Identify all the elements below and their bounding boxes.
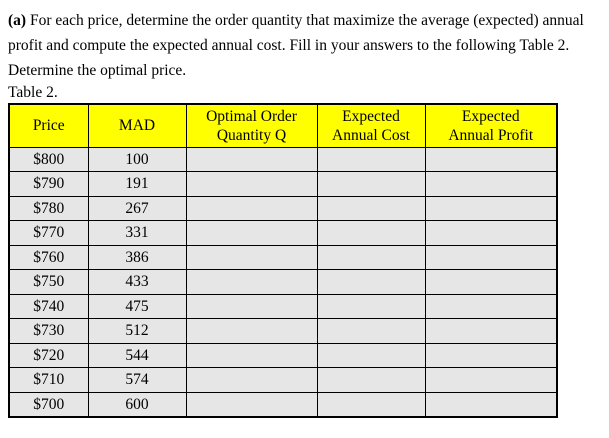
mad-cell: 544 (87, 342, 187, 368)
table-2: Price MAD Optimal Order Quantity Q Expec… (8, 103, 558, 418)
document-page: (a) For each price, determine the order … (8, 8, 609, 418)
problem-line-2: profit and compute the expected annual c… (8, 37, 570, 54)
price-cell: $760 (8, 244, 89, 270)
mad-cell: 100 (87, 146, 187, 172)
answer-cell-profit (424, 220, 558, 246)
price-cell: $780 (8, 195, 89, 221)
answer-cell-cost (316, 195, 426, 221)
answer-cell-profit (424, 171, 558, 197)
price-cell: $700 (8, 391, 89, 418)
answer-cell-cost (316, 391, 426, 418)
answer-cell-quantity (185, 391, 318, 418)
col-header-profit-line-2: Annual Profit (448, 126, 534, 144)
answer-cell-profit (424, 269, 558, 295)
col-header-optimal-line-1: Optimal Order (206, 107, 297, 125)
answer-cell-quantity (185, 195, 318, 221)
answer-cell-quantity (185, 367, 318, 393)
price-cell: $720 (8, 342, 89, 368)
table-row: $770 331 (8, 220, 558, 246)
answer-cell-cost (316, 342, 426, 368)
price-cell: $770 (8, 220, 89, 246)
mad-cell: 191 (87, 171, 187, 197)
answer-cell-quantity (185, 171, 318, 197)
mad-cell: 331 (87, 220, 187, 246)
answer-cell-cost (316, 269, 426, 295)
table-row: $700 600 (8, 391, 558, 418)
answer-cell-quantity (185, 293, 318, 319)
col-header-price: Price (8, 103, 89, 148)
table-row: $730 512 (8, 318, 558, 344)
problem-statement: (a) For each price, determine the order … (8, 8, 609, 83)
answer-cell-quantity (185, 318, 318, 344)
table-row: $710 574 (8, 367, 558, 393)
col-header-profit-line-1: Expected (461, 107, 520, 125)
price-cell: $730 (8, 318, 89, 344)
answer-cell-profit (424, 367, 558, 393)
col-header-expected-annual-profit: Expected Annual Profit (424, 103, 558, 148)
answer-cell-profit (424, 195, 558, 221)
mad-cell: 512 (87, 318, 187, 344)
col-header-optimal-line-2: Quantity Q (216, 126, 287, 144)
table-row: $740 475 (8, 293, 558, 319)
item-label: (a) (8, 12, 27, 29)
table-row: $800 100 (8, 146, 558, 172)
table-row: $750 433 (8, 269, 558, 295)
col-header-cost-line-2: Annual Cost (332, 126, 410, 144)
answer-cell-cost (316, 220, 426, 246)
price-cell: $740 (8, 293, 89, 319)
mad-cell: 386 (87, 244, 187, 270)
problem-line-1: (a) For each price, determine the order … (8, 8, 609, 33)
table-row: $720 544 (8, 342, 558, 368)
answer-cell-cost (316, 318, 426, 344)
answer-cell-quantity (185, 342, 318, 368)
answer-cell-profit (424, 146, 558, 172)
answer-cell-cost (316, 367, 426, 393)
answer-cell-cost (316, 244, 426, 270)
answer-cell-quantity (185, 269, 318, 295)
problem-line-3: Determine the optimal price. (8, 62, 187, 79)
answer-cell-profit (424, 342, 558, 368)
answer-cell-profit (424, 293, 558, 319)
col-header-price-label: Price (32, 117, 65, 135)
price-cell: $800 (8, 146, 89, 172)
answer-cell-cost (316, 293, 426, 319)
mad-cell: 574 (87, 367, 187, 393)
col-header-mad: MAD (87, 103, 187, 148)
mad-cell: 475 (87, 293, 187, 319)
price-cell: $790 (8, 171, 89, 197)
answer-cell-quantity (185, 146, 318, 172)
table-row: $790 191 (8, 171, 558, 197)
col-header-cost-line-1: Expected (342, 107, 400, 125)
mad-cell: 433 (87, 269, 187, 295)
col-header-mad-label: MAD (118, 117, 156, 135)
answer-cell-cost (316, 146, 426, 172)
answer-cell-profit (424, 318, 558, 344)
col-header-optimal-order-quantity: Optimal Order Quantity Q (185, 103, 318, 148)
mad-cell: 267 (87, 195, 187, 221)
table-row: $780 267 (8, 195, 558, 221)
price-cell: $710 (8, 367, 89, 393)
col-header-expected-annual-cost: Expected Annual Cost (316, 103, 426, 148)
answer-cell-profit (424, 244, 558, 270)
table-row: $760 386 (8, 244, 558, 270)
price-cell: $750 (8, 269, 89, 295)
answer-cell-quantity (185, 244, 318, 270)
header-row: Price MAD Optimal Order Quantity Q Expec… (8, 103, 558, 148)
answer-cell-quantity (185, 220, 318, 246)
table-caption: Table 2. (8, 84, 58, 101)
answer-cell-profit (424, 391, 558, 418)
answer-cell-cost (316, 171, 426, 197)
problem-line-1-text: For each price, determine the order quan… (26, 12, 584, 29)
mad-cell: 600 (87, 391, 187, 418)
